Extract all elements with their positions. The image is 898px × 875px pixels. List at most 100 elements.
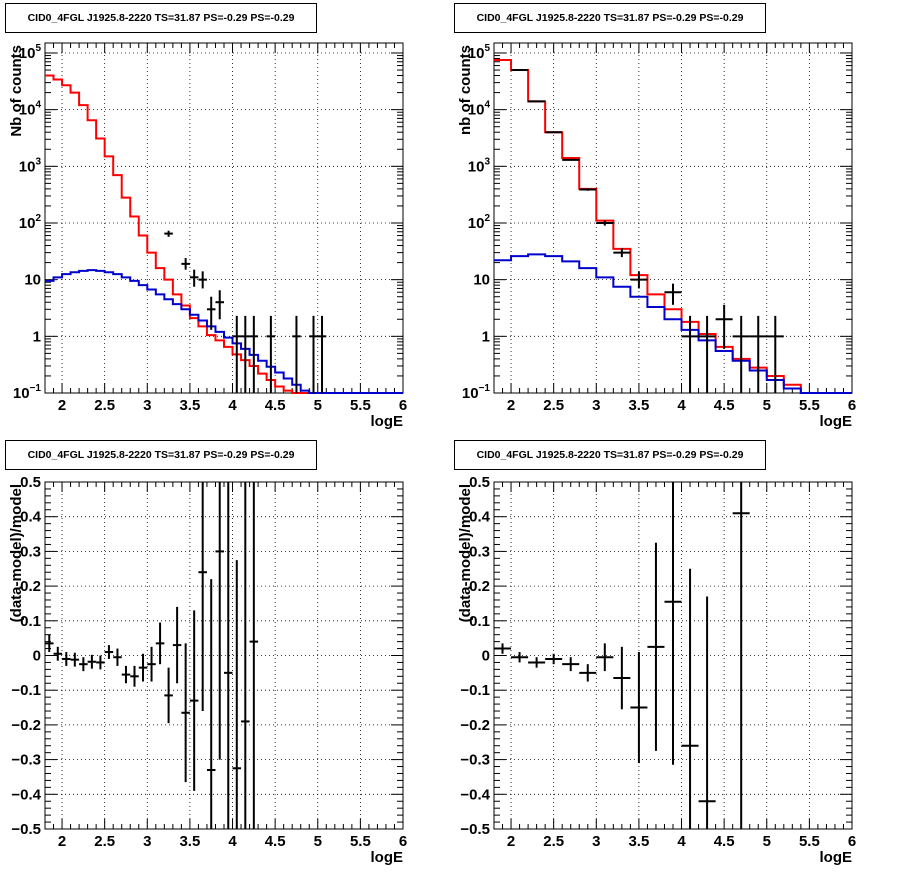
chart-top-left: 2 2.5 3 3.5 4 4.5 5 5.5 6 10−1 1 10 102 103 104 105 logE… [8,42,407,430]
residual-point [138,653,148,682]
chart-bottom-left: 2 2.5 3 3.5 4 4.5 5 5.5 6 −0.5 −0.4 −0.3 −0.2 −0.1 0 0.… [8,474,407,866]
grid [45,482,403,829]
residual-point [172,606,182,684]
y-tick-label: −0.1 [11,682,41,699]
x-tick-label: 4 [228,833,237,850]
x-tick-label: 5 [763,833,771,850]
x-tick-label: 6 [399,833,407,850]
y-tick-label: −0.4 [460,786,490,803]
y-tick-label: −0.3 [11,752,41,769]
y-tick-label: −0.5 [460,821,490,838]
x-ticks [493,43,853,393]
y-tick-label: 10 [473,272,490,289]
residual-point [562,657,580,672]
pad-top-left: 2 2.5 3 3.5 4 4.5 5 5.5 6 10−1 1 10 102 103 104 105 logE… [0,0,449,437]
residual-point [206,579,216,829]
x-ticks [44,482,404,829]
residual-point [79,657,88,672]
y-ticks [494,52,852,394]
x-tick-label: 4 [677,833,686,850]
y-tick-label: 102 [19,213,42,232]
x-tick-label: 5.5 [350,833,371,850]
data-point [232,315,242,393]
residual-point [189,610,199,791]
model-source-histogram [45,269,403,394]
x-tick-label: 2.5 [543,833,564,850]
y-tick-label: −0.2 [460,717,490,734]
residual-point [155,622,165,665]
y-tick-label: 0.5 [469,474,490,491]
x-tick-label: 3.5 [628,833,649,850]
y-tick-label: −0.3 [460,752,490,769]
x-tick-label: 4 [677,397,686,414]
data-point [732,315,750,393]
x-tick-label: 3 [143,397,151,414]
x-axis-label: logE [371,849,404,866]
y-tick-label: 0.5 [20,474,41,491]
x-tick-label: 2 [507,833,515,850]
x-tick-label: 3.5 [179,397,200,414]
y-axis-label: Nb of counts [8,45,25,137]
y-tick-label: 10−1 [13,383,42,402]
data-point [189,269,199,287]
y-tick-label: 0 [33,648,41,665]
y-tick-label: 0.1 [20,613,41,630]
y-tick-label: 0.2 [20,578,41,595]
data-point [664,283,682,305]
residual-point [121,665,131,684]
residual-point [224,482,233,829]
x-tick-label: 4.5 [265,397,286,414]
x-tick-label: 5.5 [350,397,371,414]
x-axis-label: logE [820,849,853,866]
x-tick-label: 2.5 [94,397,115,414]
data-point [215,290,224,320]
x-tick-label: 4.5 [265,833,286,850]
y-tick-label: 0.3 [469,543,490,560]
y-tick-label: 103 [19,156,42,175]
x-tick-label: 6 [399,397,407,414]
y-tick-label: 105 [19,43,42,62]
x-tick-label: 4.5 [714,833,735,850]
residual-point [647,542,665,751]
residual-point [241,482,250,829]
y-tick-label: 104 [468,100,491,119]
x-ticks [493,482,853,829]
data-point [249,315,259,393]
residual-point [96,655,105,670]
pad-bottom-left: 2 2.5 3 3.5 4 4.5 5 5.5 6 −0.5 −0.4 −0.3 −0.2 −0.1 0 0.… [0,437,449,874]
data-point [528,100,546,103]
y-tick-label: 0 [482,648,490,665]
grid [494,43,852,393]
residual-point [698,596,716,829]
pad-top-right: 2 2.5 3 3.5 4 4.5 5 5.5 6 10−1 1 10 102 103 104 105 logE… [449,0,898,437]
y-tick-label: 102 [468,213,491,232]
data-point [309,315,318,393]
y-tick-label: 0.4 [20,509,42,526]
data-point [613,248,631,258]
residual-point [579,664,597,682]
y-axis-label: nb of counts [457,45,474,135]
data-point [266,315,276,393]
residual-point [232,560,242,829]
residual-point [198,482,207,712]
x-axis-label: logE [371,413,404,430]
chart-bottom-right: 2 2.5 3 3.5 4 4.5 5 5.5 6 −0.5 −0.4 −0.3 −0.2 −0.1 0 0.… [457,474,856,866]
data-point [545,131,563,134]
x-tick-label: 5.5 [799,833,820,850]
x-tick-label: 2 [507,397,515,414]
y-tick-label: 10−1 [462,383,491,402]
data-point [681,315,699,393]
y-ticks [45,52,403,394]
data-point [241,315,250,393]
residual-point [613,646,631,710]
y-axis-label: (data-model)/model [8,484,25,622]
x-tick-label: 3 [592,397,600,414]
residual-point [732,482,750,829]
x-tick-label: 2 [58,397,66,414]
data-point [292,315,301,393]
x-tick-label: 5 [763,397,771,414]
x-tick-label: 5.5 [799,397,820,414]
residual-point [87,654,97,669]
residual-point [494,643,512,654]
y-tick-label: 0.1 [469,613,490,630]
